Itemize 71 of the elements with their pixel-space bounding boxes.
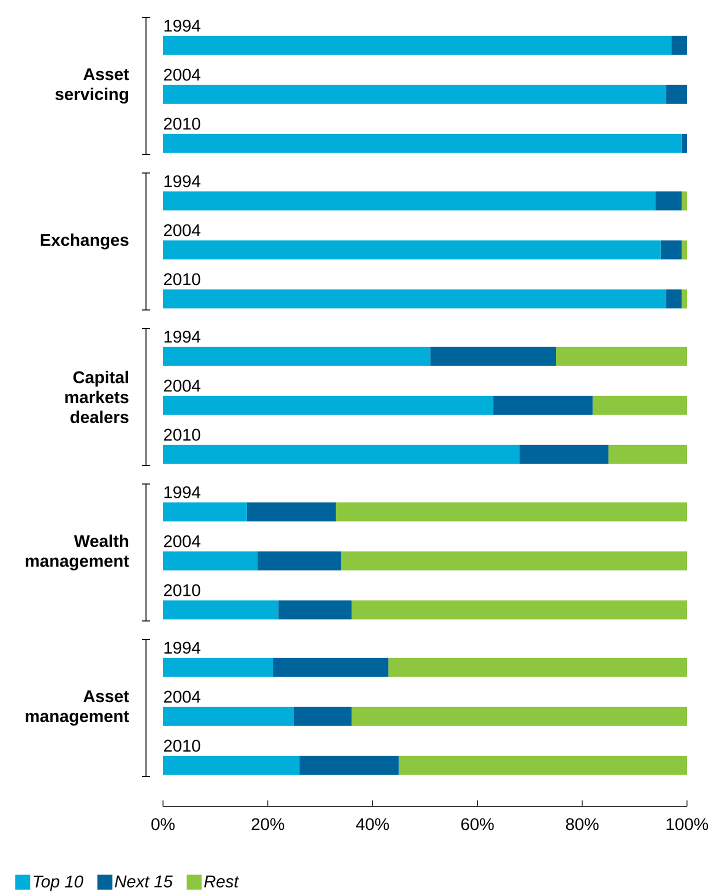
bar	[656, 191, 682, 210]
bar	[162, 502, 247, 522]
bar	[162, 84, 666, 104]
y-axis-title: Capital markets dealers	[65, 370, 128, 424]
y-tick-label: 1994	[164, 20, 200, 32]
y-tick-label: 1994	[164, 642, 200, 654]
bar	[162, 600, 278, 620]
bar	[682, 134, 688, 153]
bar	[162, 551, 258, 570]
y-tick-label: 2004	[164, 380, 200, 392]
bar	[671, 36, 688, 55]
bar	[162, 240, 661, 260]
bar	[352, 706, 688, 726]
bar	[162, 658, 274, 677]
bar	[162, 134, 682, 153]
y-axis-title: Asset management	[26, 690, 129, 726]
bar	[257, 551, 342, 570]
y-tick-label: 1994	[164, 486, 200, 498]
legend-label: Next 15	[114, 876, 173, 888]
legend-label: Rest	[204, 876, 240, 888]
bar	[666, 289, 682, 308]
x-tick-label: 40%	[356, 818, 389, 830]
bar	[398, 756, 688, 775]
x-tick-label: 100%	[666, 818, 708, 830]
bar	[519, 444, 608, 464]
y-axis-title: Asset servicing	[55, 68, 129, 104]
bar	[299, 756, 399, 775]
bar	[273, 658, 388, 677]
bar	[430, 346, 556, 366]
bar	[246, 502, 336, 522]
y-tick-label: 2004	[164, 535, 200, 548]
bar	[592, 396, 688, 415]
bar	[162, 346, 430, 366]
bar	[682, 289, 688, 308]
legend-label: Top 10	[34, 876, 84, 891]
bar	[666, 84, 688, 104]
x-tick-label: 20%	[252, 818, 284, 830]
x-tick-label: 60%	[461, 818, 494, 830]
bar	[608, 444, 688, 464]
y-tick-label: 1994	[164, 330, 200, 343]
y-tick-label: 1994	[164, 175, 200, 188]
bar	[162, 191, 656, 210]
y-tick-label: 2010	[164, 584, 200, 596]
bar	[388, 658, 688, 677]
bar	[682, 240, 688, 260]
y-tick-label: 2010	[164, 740, 200, 752]
bar	[352, 600, 688, 620]
bar	[682, 191, 688, 210]
y-axis-title: Wealth management	[26, 534, 129, 570]
x-tick-label: 80%	[566, 818, 599, 830]
x-tick-label: 0%	[151, 818, 175, 830]
y-tick-label: 2004	[164, 690, 200, 703]
bar	[556, 346, 688, 366]
bar	[341, 551, 688, 570]
bar	[336, 502, 688, 522]
y-tick-label: 2010	[164, 118, 200, 130]
y-tick-label: 2004	[164, 224, 200, 236]
y-tick-label: 2010	[164, 428, 200, 441]
bar	[493, 396, 593, 415]
bar	[162, 396, 494, 415]
y-tick-label: 2010	[164, 273, 200, 286]
bar	[162, 444, 520, 464]
y-axis-title: Exchanges	[40, 234, 128, 250]
bar	[278, 600, 352, 620]
bar	[162, 756, 300, 775]
bar	[162, 36, 672, 55]
y-tick-label: 2004	[164, 68, 200, 81]
bar	[294, 706, 352, 726]
bar	[660, 240, 682, 260]
bar	[162, 706, 294, 726]
bar	[162, 289, 666, 308]
